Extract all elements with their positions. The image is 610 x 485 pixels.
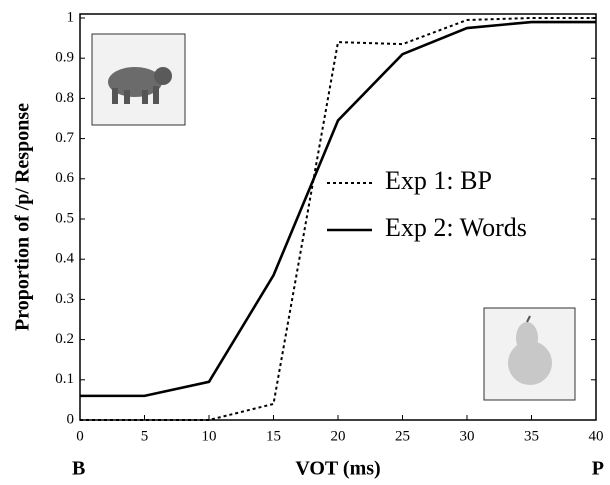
pear-icon [483, 307, 576, 401]
x-tick-label: 40 [589, 428, 604, 444]
legend-label: Exp 1: BP [385, 166, 492, 195]
y-tick-label: 0.9 [55, 50, 74, 66]
x-end-label: P [592, 458, 604, 480]
x-tick-label: 10 [202, 428, 217, 444]
y-tick-label: 0.4 [55, 251, 74, 267]
y-tick-label: 0.7 [55, 130, 74, 146]
series-line [80, 20, 596, 398]
series-line [80, 17, 596, 421]
legend-label: Exp 2: Words [385, 213, 527, 242]
x-tick-label: 30 [460, 428, 475, 444]
y-tick-label: 0 [67, 411, 75, 427]
x-tick-label: 15 [266, 428, 281, 444]
x-end-label: B [72, 458, 85, 480]
x-tick-label: 35 [524, 428, 539, 444]
y-axis-label: Proportion of /p/ Response [12, 103, 34, 331]
x-tick-label: 5 [141, 428, 149, 444]
y-tick-label: 0.3 [55, 291, 74, 307]
x-tick-label: 0 [76, 428, 84, 444]
x-tick-label: 20 [331, 428, 346, 444]
y-tick-label: 0.8 [55, 90, 74, 106]
y-tick-label: 0.2 [55, 331, 74, 347]
y-tick-label: 1 [67, 9, 75, 25]
y-tick-label: 0.5 [55, 210, 74, 226]
bear-icon [91, 33, 186, 126]
y-tick-label: 0.1 [55, 371, 74, 387]
x-axis-label: VOT (ms) [295, 458, 380, 480]
x-tick-label: 25 [395, 428, 410, 444]
y-tick-label: 0.6 [55, 170, 74, 186]
